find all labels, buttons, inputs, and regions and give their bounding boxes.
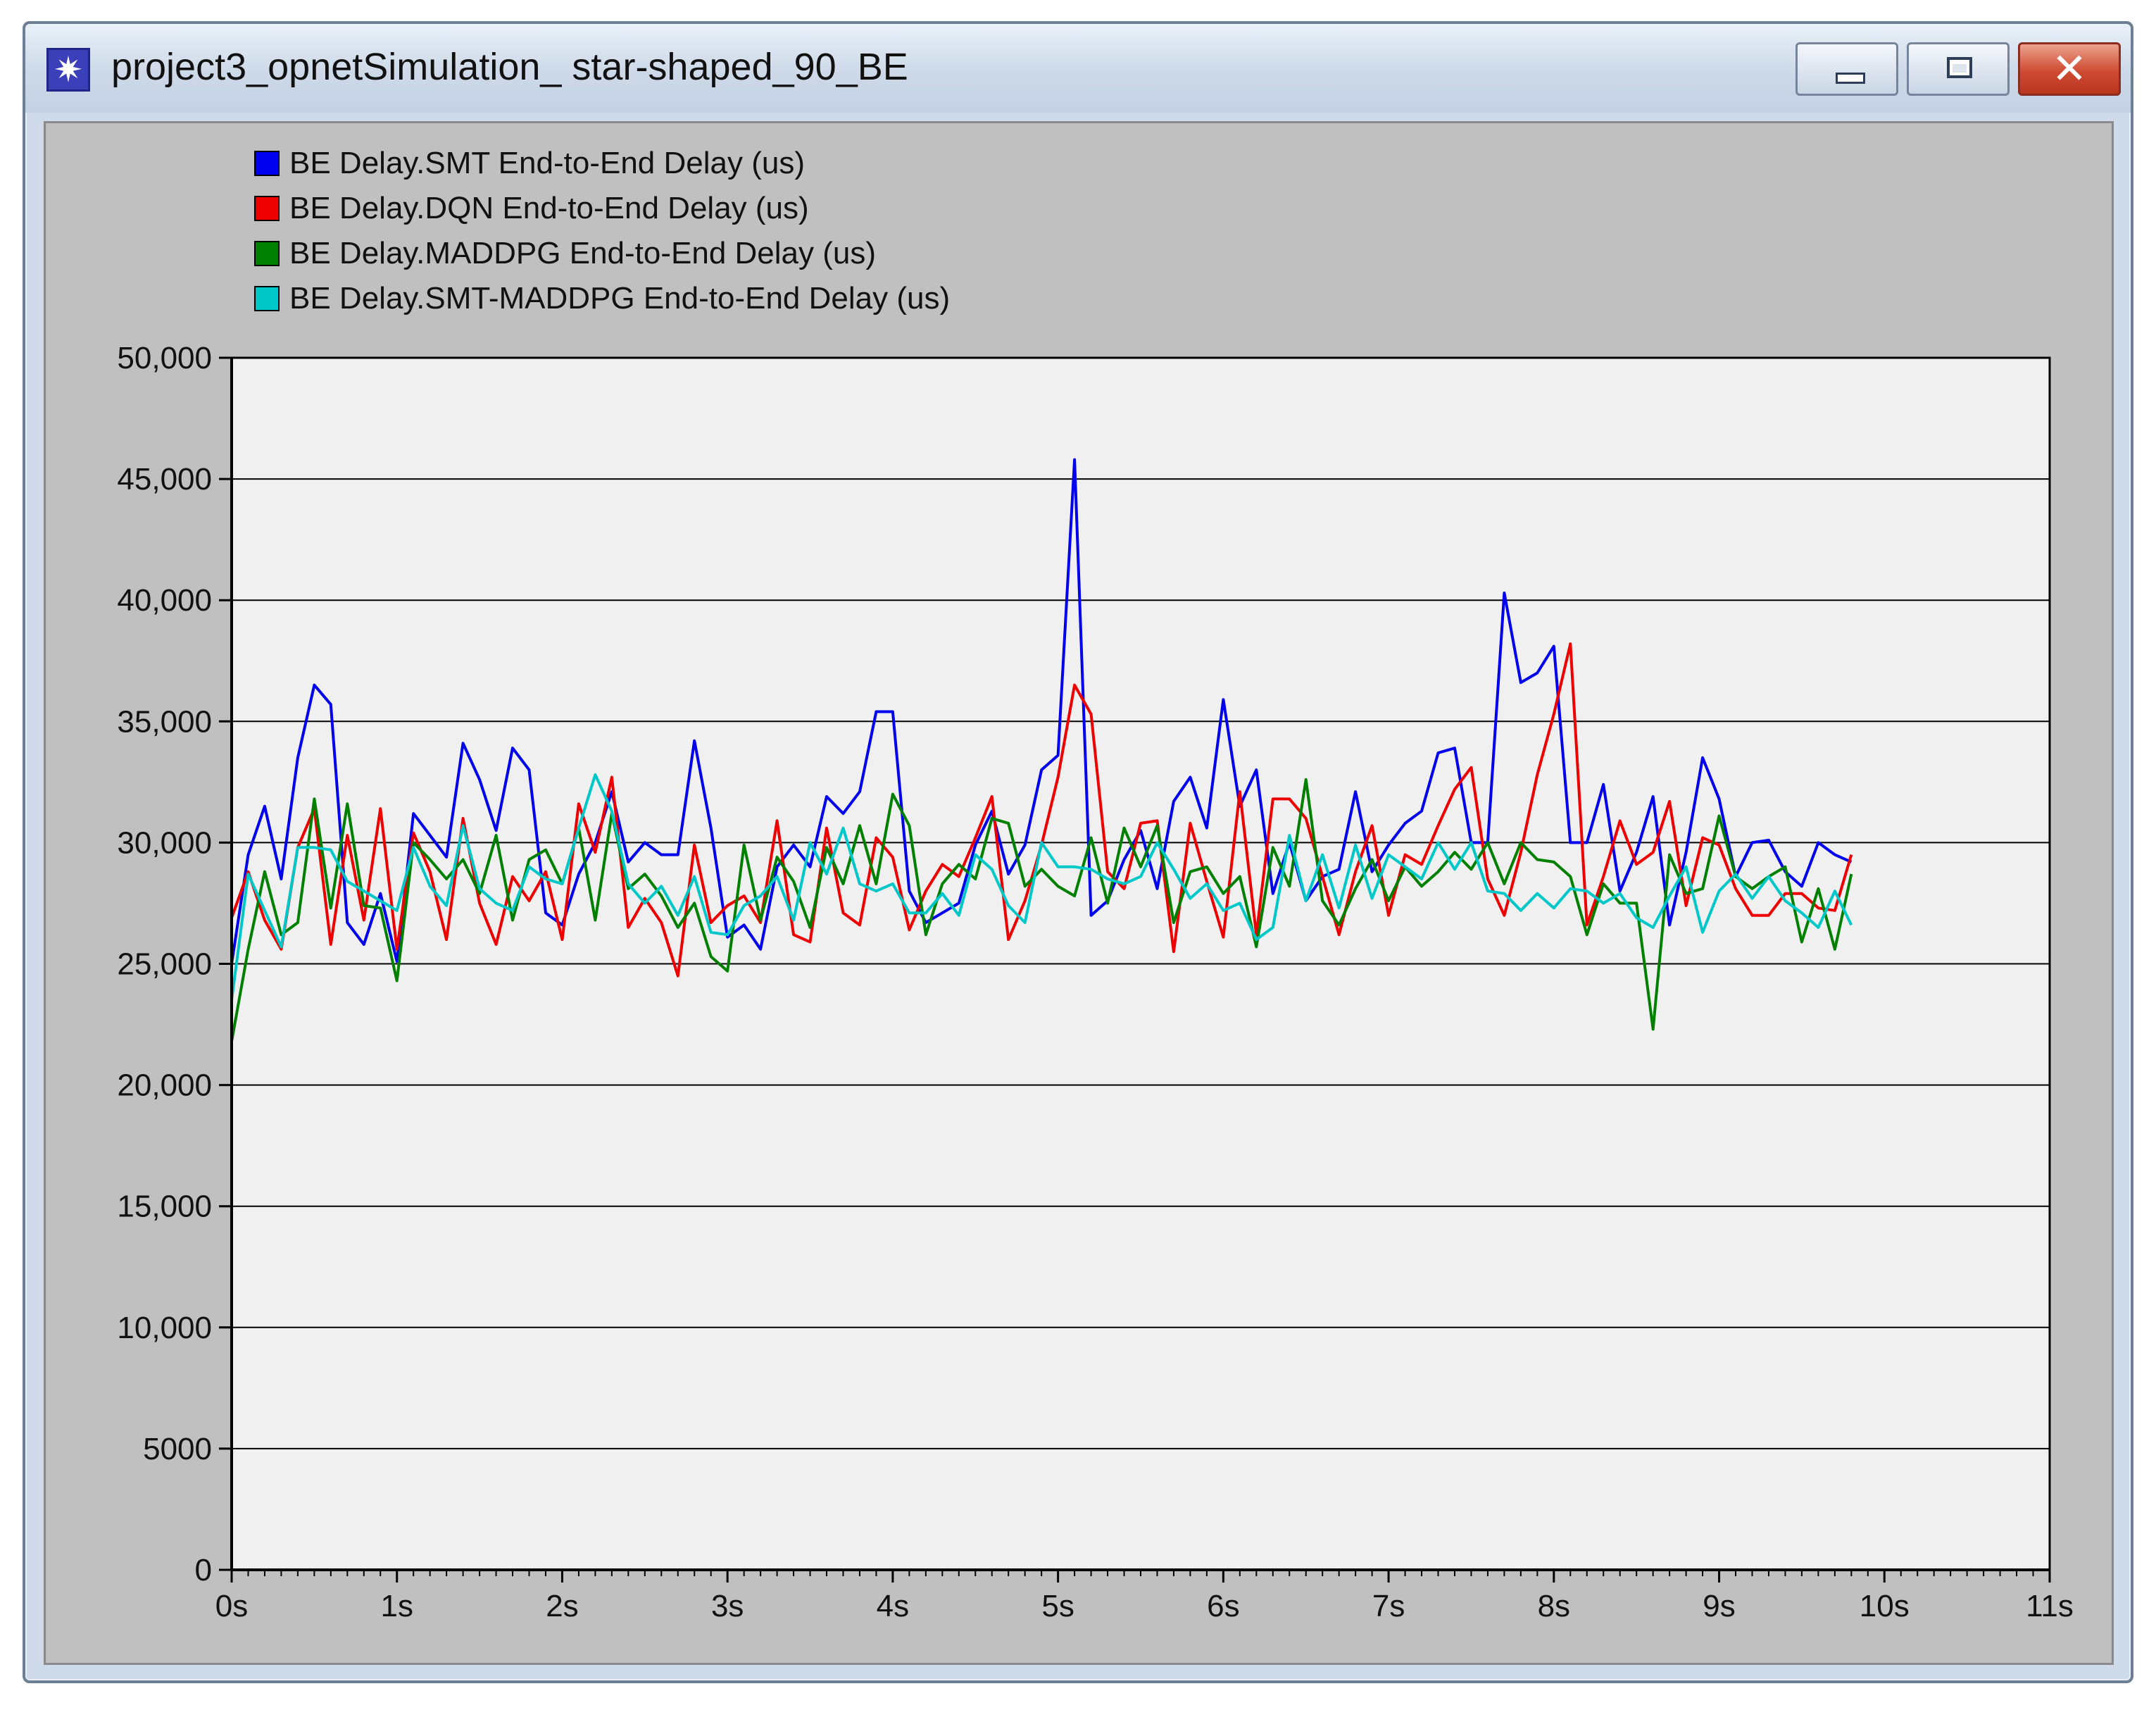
minimize-icon (1836, 73, 1865, 84)
legend-label: BE Delay.SMT End-to-End Delay (us) (289, 146, 805, 180)
x-tick-label: 6s (1207, 1589, 1239, 1623)
y-tick-label: 25,000 (117, 947, 212, 982)
title-bar[interactable]: ✷ project3_opnetSimulation_ star-shaped_… (25, 24, 2131, 113)
delay-line-chart: BE Delay.SMT End-to-End Delay (us) BE Del… (117, 146, 2073, 1623)
x-tick-label: 11s (2026, 1589, 2074, 1623)
series-layer (230, 458, 1853, 1042)
grid-lines (232, 357, 2050, 1449)
window-title: project3_opnetSimulation_ star-shaped_90… (111, 46, 908, 88)
opnet-app-icon[interactable]: ✷ (46, 48, 90, 92)
y-tick-label: 20,000 (117, 1068, 212, 1103)
legend-swatch (254, 196, 280, 221)
close-icon: ✕ (2051, 45, 2088, 92)
y-tick-label: 50,000 (117, 341, 212, 375)
legend-swatch (254, 286, 280, 311)
x-tick-label: 3s (711, 1589, 744, 1623)
legend-swatch (254, 241, 280, 266)
y-tick-label: 15,000 (117, 1190, 212, 1224)
minimize-button[interactable] (1795, 42, 1898, 96)
y-tick-label: 0 (195, 1553, 212, 1587)
x-tick-label: 9s (1703, 1589, 1735, 1623)
x-tick-label: 2s (546, 1589, 578, 1623)
series-line-4 (230, 773, 1853, 1001)
chart-legend: BE Delay.SMT End-to-End Delay (us) BE Del… (254, 146, 950, 316)
x-tick-label: 4s (877, 1589, 909, 1623)
graph-panel: BE Delay.SMT End-to-End Delay (us) BE Del… (44, 121, 2114, 1665)
y-tick-label: 35,000 (117, 704, 212, 739)
legend-label: BE Delay.DQN End-to-End Delay (us) (289, 191, 809, 225)
legend-swatch (254, 151, 280, 176)
x-tick-label: 0s (215, 1589, 248, 1623)
x-tick-label: 5s (1041, 1589, 1074, 1623)
y-tick-label: 45,000 (117, 462, 212, 497)
y-tick-label: 5000 (143, 1432, 212, 1466)
legend-label: BE Delay.MADDPG End-to-End Delay (us) (289, 236, 876, 270)
x-tick-label: 10s (1860, 1589, 1910, 1623)
legend-label: BE Delay.SMT-MADDPG End-to-End Delay (us… (289, 281, 950, 316)
maximize-button[interactable] (1907, 42, 2010, 96)
x-tick-label: 7s (1372, 1589, 1405, 1623)
maximize-icon (1947, 57, 1972, 78)
y-tick-label: 40,000 (117, 583, 212, 618)
x-tick-label: 8s (1538, 1589, 1570, 1623)
application-window: ✷ project3_opnetSimulation_ star-shaped_… (23, 21, 2133, 1683)
y-tick-label: 10,000 (117, 1311, 212, 1345)
axes: 0 5000 10,000 15,000 20,000 25,000 30,000 35,00… (117, 341, 2073, 1623)
close-button[interactable]: ✕ (2018, 42, 2121, 96)
y-tick-label: 30,000 (117, 825, 212, 860)
series-line-3 (230, 778, 1853, 1042)
x-tick-label: 1s (380, 1589, 413, 1623)
